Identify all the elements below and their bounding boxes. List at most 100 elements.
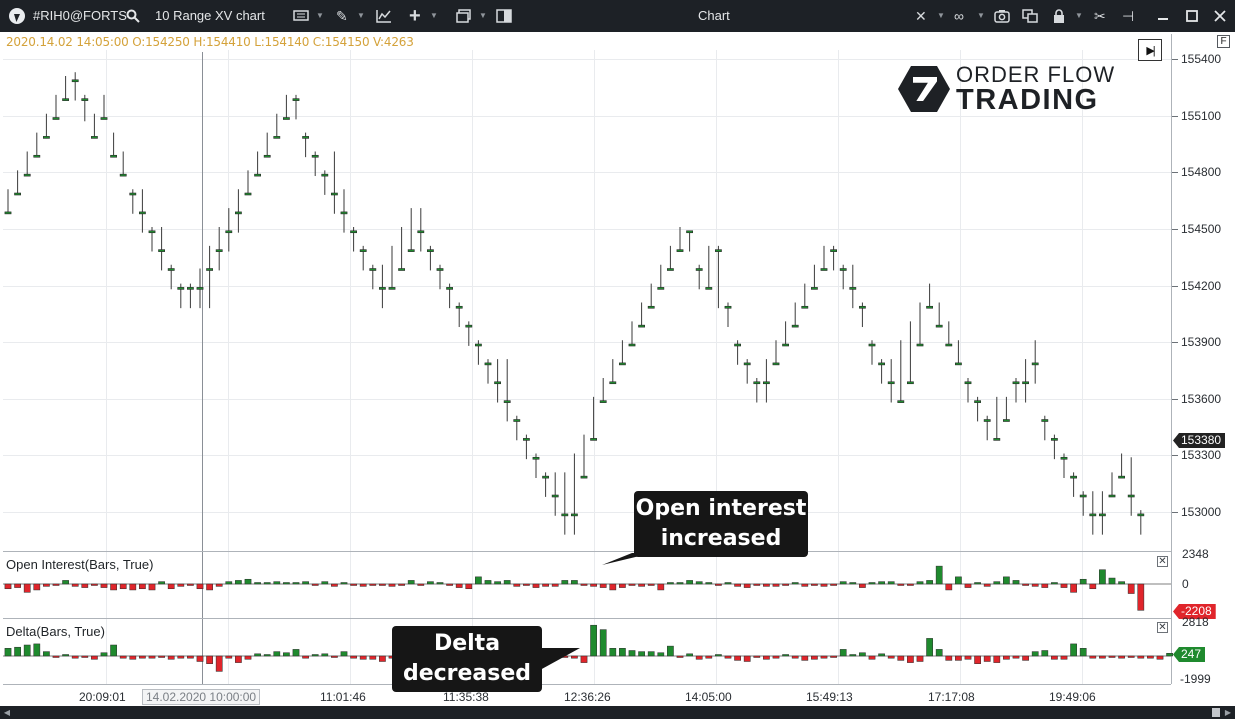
candle-bullish[interactable] [350,230,357,234]
chevron-down-icon[interactable]: ▼ [430,11,438,20]
candle-bullish[interactable] [119,173,127,177]
fixed-scale-button[interactable]: F [1217,35,1230,48]
close-icon[interactable] [1214,0,1226,32]
candle-bullish[interactable] [4,211,12,215]
candle-bullish[interactable] [551,494,559,498]
candle-bullish[interactable] [225,230,233,234]
chevron-down-icon[interactable]: ▼ [1075,11,1083,20]
candle-bullish[interactable] [81,98,89,101]
candle-bullish[interactable] [1051,438,1058,441]
candle-bullish[interactable] [398,268,405,271]
candle-bullish[interactable] [705,287,713,290]
candle-bullish[interactable] [647,305,655,309]
candle-bullish[interactable] [762,381,770,385]
candle-bullish[interactable] [1108,494,1116,498]
candle-bullish[interactable] [52,117,60,120]
candle-bullish[interactable] [724,305,732,309]
candle-bullish[interactable] [878,362,885,366]
candle-bullish[interactable] [91,136,98,139]
candle-bullish[interactable] [542,475,549,479]
candle-bullish[interactable] [215,249,223,252]
copy-icon[interactable] [1022,0,1038,32]
layout-icon[interactable] [496,0,512,32]
search-icon[interactable] [126,0,140,32]
candle-bullish[interactable] [570,513,578,517]
candle-bullish[interactable] [1060,456,1068,460]
horizontal-scrollbar[interactable]: ◀ ▶ [0,706,1235,719]
candle-bullish[interactable] [129,192,137,196]
candle-bullish[interactable] [167,268,175,271]
candle-bullish[interactable] [686,230,693,234]
candle-bullish[interactable] [743,362,751,366]
candle-bullish[interactable] [62,98,69,101]
candle-bullish[interactable] [100,117,108,120]
window-icon[interactable] [456,0,472,32]
candle-bullish[interactable] [1031,362,1039,366]
candle-bullish[interactable] [302,136,309,139]
candle-bullish[interactable] [638,324,645,328]
candle-bullish[interactable] [311,154,319,158]
candle-bullish[interactable] [1089,513,1097,517]
candle-bullish[interactable] [657,287,665,290]
candle-bullish[interactable] [148,230,156,234]
chevron-down-icon[interactable]: ▼ [977,11,985,20]
template-icon[interactable] [293,0,309,32]
camera-icon[interactable] [994,0,1010,32]
candle-bullish[interactable] [292,98,300,101]
candle-bullish[interactable] [71,79,79,83]
indicator-icon[interactable] [376,0,392,32]
candle-bullish[interactable] [407,249,415,252]
chevron-down-icon[interactable]: ▼ [479,11,487,20]
delta-panel-close-icon[interactable]: ✕ [1157,622,1168,633]
candle-bullish[interactable] [906,381,914,385]
candle-bullish[interactable] [849,287,857,290]
chevron-down-icon[interactable]: ▼ [357,11,365,20]
candle-bullish[interactable] [196,287,204,290]
open-interest-panel-title[interactable]: Open Interest(Bars, True) [6,557,154,572]
candle-bullish[interactable] [830,249,837,252]
candle-bullish[interactable] [436,268,444,271]
candle-bullish[interactable] [676,249,684,252]
candle-bullish[interactable] [359,249,367,252]
candle-bullish[interactable] [455,305,463,309]
candle-bullish[interactable] [522,438,530,441]
scrollbar-thumb[interactable] [1212,708,1220,717]
pin-icon[interactable]: ⊣ [1122,8,1135,24]
scroll-to-end-button[interactable]: ▶| [1138,39,1162,61]
candle-bullish[interactable] [1002,419,1010,422]
delta-panel-title[interactable]: Delta(Bars, True) [6,624,105,639]
candle-bullish[interactable] [1099,513,1106,517]
candle-bullish[interactable] [599,400,607,403]
candle-bullish[interactable] [33,154,41,158]
candle-bullish[interactable] [465,324,473,328]
candle-bullish[interactable] [282,117,290,120]
candle-bullish[interactable] [839,268,847,271]
chart-type-label[interactable]: 10 Range XV chart [155,8,265,23]
candle-bullish[interactable] [1012,381,1020,385]
candle-bullish[interactable] [1118,475,1125,479]
candle-bullish[interactable] [820,268,828,271]
candle-bullish[interactable] [782,343,789,347]
candle-bullish[interactable] [513,419,521,422]
chevron-down-icon[interactable]: ▼ [937,11,945,20]
pencil-icon[interactable]: ✎ [336,8,348,24]
scroll-right-icon[interactable]: ▶ [1224,708,1232,717]
candle-bullish[interactable] [945,343,953,347]
candle-bullish[interactable] [791,324,799,328]
oi-panel-close-icon[interactable]: ✕ [1157,556,1168,567]
candle-bullish[interactable] [254,173,261,177]
candle-bullish[interactable] [244,192,252,196]
candle-bullish[interactable] [858,305,866,309]
candle-bullish[interactable] [494,381,501,385]
candle-bullish[interactable] [1079,494,1087,498]
maximize-icon[interactable] [1186,0,1198,32]
candle-bullish[interactable] [887,381,895,385]
lock-icon[interactable] [1053,0,1065,32]
app-logo-icon[interactable] [9,8,25,24]
candle-bullish[interactable] [609,381,617,385]
candle-bullish[interactable] [801,305,809,309]
chevron-down-icon[interactable]: ▼ [316,11,324,20]
candle-bullish[interactable] [810,287,818,290]
cursor-icon[interactable]: ✕ [915,8,927,24]
candle-bullish[interactable] [158,249,165,252]
